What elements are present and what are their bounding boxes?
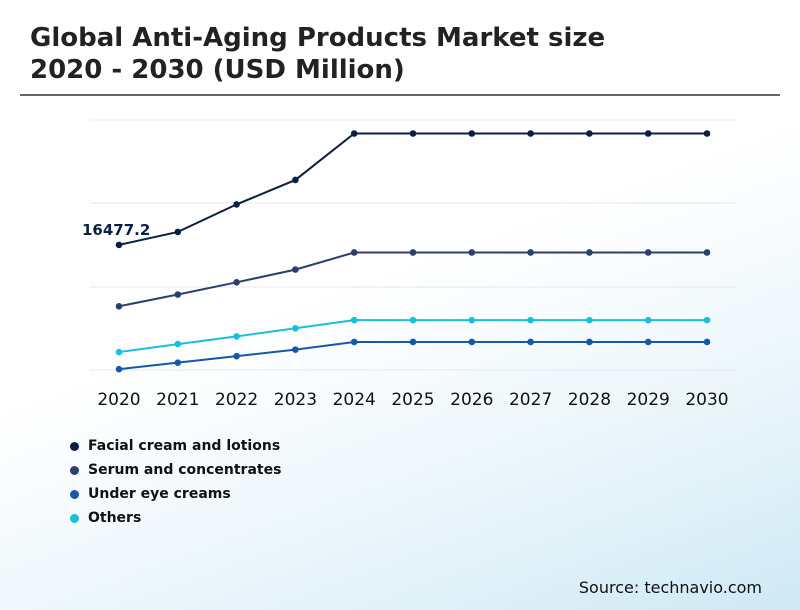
legend-dot-icon [70,441,79,451]
data-point [409,130,417,137]
x-tick-label: 2029 [627,390,670,410]
legend-label: Facial cream and lotions [88,438,281,454]
data-point [644,249,652,256]
x-tick-label: 2030 [685,390,728,410]
title-divider [20,94,780,96]
legend-dot-icon [70,465,79,475]
data-point [586,316,593,324]
legend-dot-icon [70,489,79,499]
data-point [174,291,182,298]
data-point [586,249,593,256]
legend-label: Serum and concentrates [88,462,282,478]
data-point [703,130,711,137]
data-point [115,241,123,249]
legend-label: Under eye creams [88,486,231,502]
data-point [527,249,534,256]
data-point [644,130,652,137]
legend-item-serum: Serum and concentrates [70,458,281,482]
data-point [350,249,358,256]
data-point [703,249,711,256]
data-point [527,338,534,346]
data-point [644,338,652,346]
legend: Facial cream and lotions Serum and conce… [70,434,281,530]
series-line [118,340,707,371]
x-tick-label: 2025 [391,390,434,410]
x-tick-label: 2026 [450,390,493,410]
data-point [292,266,299,273]
data-point [233,352,240,360]
data-point [233,333,240,340]
chart-title: Global Anti-Aging Products Market size 2… [30,22,605,86]
data-point [350,130,358,137]
x-tick-label: 2021 [156,390,199,410]
data-point [350,338,358,346]
data-point [174,359,182,366]
data-point [468,316,476,324]
data-point [174,340,182,348]
data-point [468,130,476,137]
data-point [703,338,711,346]
data-point [703,316,711,324]
data-point [586,338,593,346]
data-point [409,249,417,256]
x-tick-label: 2023 [274,390,317,410]
x-tick-label: 2020 [97,390,140,410]
legend-dot-icon [70,513,79,523]
data-point [174,228,182,236]
data-point [292,324,299,332]
data-point [292,176,299,184]
source-note: Source: technavio.com [578,578,762,597]
legend-label: Others [88,510,142,526]
chart-title-line-2: 2020 - 2030 (USD Million) [30,55,405,85]
data-point [586,130,593,137]
data-label: 16477.2 [82,221,150,239]
data-point [468,249,476,256]
x-tick-label: 2028 [568,390,611,410]
series-line [118,319,707,354]
data-point [409,338,417,346]
legend-item-facial-cream: Facial cream and lotions [70,434,281,458]
data-point [292,346,299,353]
data-point [233,279,240,286]
data-point [350,316,358,324]
x-tick-label: 2024 [333,390,376,410]
series-line [118,132,707,246]
legend-item-others: Others [70,506,281,530]
x-tick-label: 2027 [509,390,552,410]
data-point [409,316,417,324]
data-point [115,348,123,356]
data-point [527,130,534,137]
data-point [115,365,123,373]
data-point [644,316,652,324]
x-tick-label: 2022 [215,390,258,410]
data-point [527,316,534,324]
data-point [468,338,476,346]
series-line [118,251,707,308]
data-point [115,302,123,310]
data-point [233,201,240,208]
legend-item-under-eye: Under eye creams [70,482,281,506]
chart-title-line-1: Global Anti-Aging Products Market size [30,23,606,53]
